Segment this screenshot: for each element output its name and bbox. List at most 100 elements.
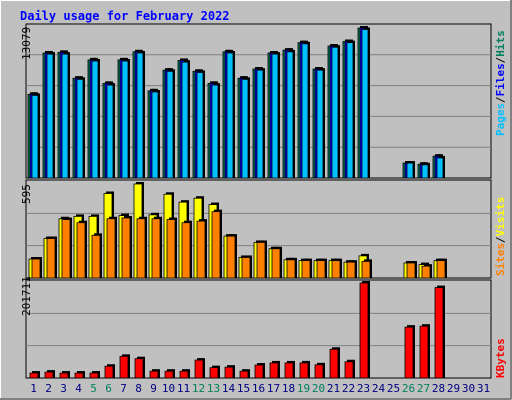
- x-day-label: 30: [462, 382, 475, 395]
- sites-bar: [331, 260, 341, 279]
- x-day-label: 21: [327, 382, 340, 395]
- kbytes-bar: [104, 365, 114, 379]
- x-day-label: 9: [150, 382, 157, 395]
- legend-label: Hits: [494, 30, 507, 57]
- pages-bar: [346, 42, 354, 179]
- pages-bar: [316, 69, 324, 179]
- kbytes-bar: [44, 371, 54, 379]
- sites-bar: [301, 260, 311, 279]
- sites-bar: [151, 218, 161, 279]
- sites-bar: [181, 222, 191, 279]
- sites-bar: [136, 218, 146, 279]
- pages-bar: [106, 84, 114, 179]
- pages-bar: [241, 78, 249, 179]
- x-day-label: 16: [252, 382, 265, 395]
- pages-bar: [46, 53, 54, 179]
- pages-bar: [121, 60, 129, 179]
- kbytes-bar: [359, 282, 369, 379]
- pages-bar: [361, 29, 369, 179]
- x-day-label: 17: [267, 382, 280, 395]
- sites-bar: [241, 257, 251, 279]
- x-day-label: 6: [105, 382, 112, 395]
- sites-bar: [31, 258, 41, 279]
- x-day-label: 1: [30, 382, 37, 395]
- kbytes-bar: [179, 370, 189, 379]
- pages-bar: [436, 157, 444, 179]
- pages-bar: [76, 78, 84, 179]
- legend-separator: /: [494, 57, 507, 64]
- pages-bar: [31, 95, 39, 179]
- x-day-label: 13: [207, 382, 220, 395]
- sites-bar: [436, 260, 446, 279]
- kbytes-bar: [314, 364, 324, 379]
- kbytes-bar: [209, 367, 219, 379]
- sites-bar: [211, 211, 221, 279]
- x-day-label: 19: [297, 382, 310, 395]
- sites-bar: [196, 220, 206, 279]
- x-day-label: 4: [75, 382, 82, 395]
- x-day-label: 2: [45, 382, 52, 395]
- pages-bar: [196, 72, 204, 179]
- sites-bar: [91, 234, 101, 279]
- pages-bar: [226, 52, 234, 179]
- sites-bar: [226, 235, 236, 279]
- pages-bar: [271, 53, 279, 179]
- x-day-label: 24: [372, 382, 386, 395]
- x-day-label: 29: [447, 382, 460, 395]
- sites-bar: [106, 218, 116, 279]
- x-day-label: 20: [312, 382, 325, 395]
- x-day-label: 23: [357, 382, 370, 395]
- sites-bar: [346, 261, 356, 279]
- pages-bar: [301, 43, 309, 179]
- legend-sites-visits: Sites/Visits: [494, 197, 507, 276]
- x-axis-day-labels: 1 2 3 4 5 6 7 8 9 10 11 12 13 14 15 16 17 18 19 20 21 22 23 24 2…: [30, 382, 490, 395]
- sites-bar: [61, 219, 71, 279]
- x-day-label: 28: [432, 382, 445, 395]
- kbytes-bar: [284, 362, 294, 379]
- kbytes-bar: [149, 370, 159, 379]
- pages-bar: [406, 162, 414, 179]
- pages-bar: [256, 69, 264, 179]
- legend-pages-files-hits: Pages/Files/Hits: [494, 30, 507, 136]
- kbytes-bar: [224, 366, 234, 379]
- x-day-label: 26: [402, 382, 415, 395]
- chart-title: Daily usage for February 2022: [20, 9, 230, 23]
- kbytes-bar: [254, 364, 264, 379]
- pages-bar: [421, 164, 429, 179]
- visits-sites-panel: [25, 179, 492, 279]
- kbytes-bar: [164, 370, 174, 379]
- pages-bar: [166, 70, 174, 179]
- kbytes-bar: [344, 361, 354, 379]
- kbytes-bar: [194, 359, 204, 379]
- legend-label: Files: [494, 63, 507, 96]
- legend-label: Pages: [494, 103, 507, 136]
- kbytes-panel: [25, 279, 492, 379]
- kbytes-bar: [419, 325, 429, 379]
- pages-bar: [181, 61, 189, 179]
- x-day-label: 31: [477, 382, 490, 395]
- sites-bar: [166, 219, 176, 279]
- sites-bar: [406, 262, 416, 279]
- kbytes-bar: [329, 348, 339, 379]
- x-day-label: 12: [192, 382, 205, 395]
- sites-bar: [361, 261, 371, 279]
- top-ymax-label: 13079: [20, 27, 33, 60]
- pages-bar: [91, 60, 99, 179]
- x-day-label: 15: [237, 382, 250, 395]
- legend-label: Sites: [494, 243, 507, 276]
- hits-files-pages-panel: [25, 23, 492, 179]
- middle-ymax-label: 595: [20, 184, 33, 204]
- legend-separator: /: [494, 96, 507, 103]
- x-day-label: 18: [282, 382, 295, 395]
- kbytes-bar: [119, 355, 129, 379]
- x-day-label: 27: [417, 382, 430, 395]
- kbytes-bar: [59, 372, 69, 379]
- kbytes-bar: [74, 372, 84, 379]
- kbytes-bar: [89, 372, 99, 379]
- x-day-label: 8: [135, 382, 142, 395]
- x-day-label: 7: [120, 382, 127, 395]
- kbytes-bar: [299, 362, 309, 379]
- legend-kbytes: KBytes: [494, 338, 507, 378]
- x-day-label: 14: [222, 382, 236, 395]
